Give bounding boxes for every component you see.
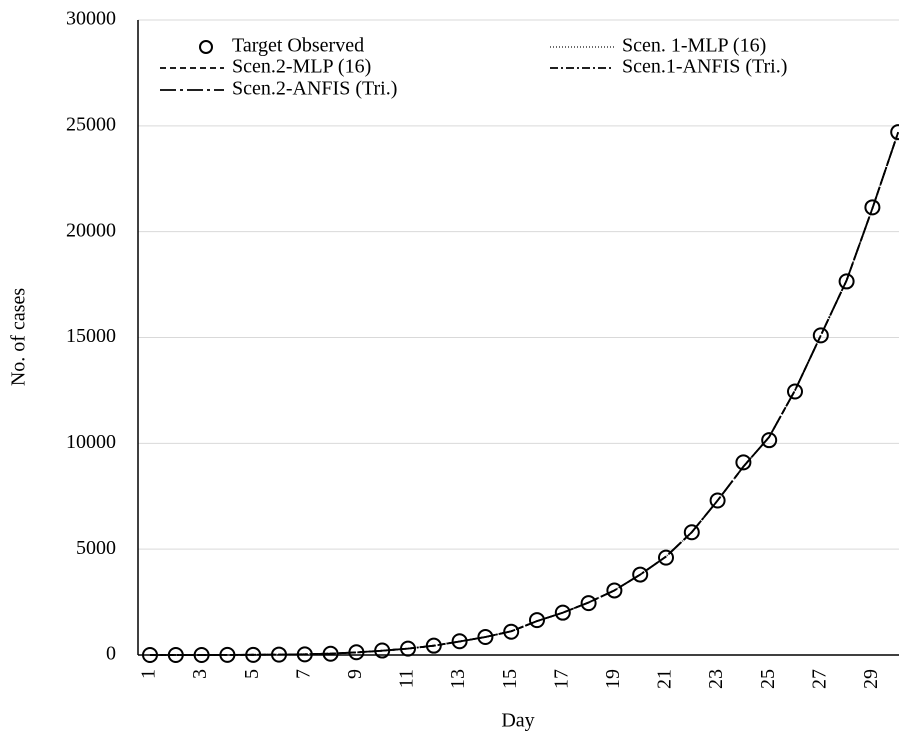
x-tick-label: 3 xyxy=(189,669,211,679)
x-tick-label: 21 xyxy=(654,669,676,689)
data-point xyxy=(580,595,597,612)
x-axis-title: Day xyxy=(501,710,534,732)
x-tick-label: 23 xyxy=(705,669,727,689)
data-point xyxy=(838,273,855,290)
data-point xyxy=(735,454,752,471)
x-tick-label: 25 xyxy=(757,669,779,689)
y-tick-label: 5000 xyxy=(76,537,116,559)
data-point xyxy=(864,199,881,216)
legend-symbol xyxy=(199,40,213,54)
x-tick-label: 9 xyxy=(344,669,366,679)
x-tick-label: 11 xyxy=(396,669,418,688)
x-tick-label: 17 xyxy=(550,669,572,689)
data-point xyxy=(477,629,494,646)
series-line xyxy=(150,131,899,656)
y-axis-title: No. of cases xyxy=(8,288,30,387)
legend-label: Scen.1-ANFIS (Tri.) xyxy=(622,56,787,78)
data-point xyxy=(761,432,778,449)
data-point xyxy=(812,327,829,344)
series-line xyxy=(150,131,899,656)
data-point xyxy=(451,633,468,650)
x-tick-label: 29 xyxy=(860,669,882,689)
x-tick-label: 7 xyxy=(292,669,314,679)
x-tick-label: 15 xyxy=(499,669,521,689)
x-tick-label: 19 xyxy=(602,669,624,689)
series-line xyxy=(150,131,899,656)
data-point xyxy=(503,623,520,640)
legend-label: Target Observed xyxy=(232,35,364,57)
y-tick-label: 0 xyxy=(106,643,116,665)
legend-label: Scen.2-MLP (16) xyxy=(232,56,371,78)
data-point xyxy=(554,604,571,621)
legend-label: Scen. 1-MLP (16) xyxy=(622,35,766,57)
x-tick-label: 27 xyxy=(808,669,830,689)
y-tick-label: 20000 xyxy=(66,219,116,241)
x-tick-label: 5 xyxy=(241,669,263,679)
data-point xyxy=(709,492,726,509)
data-point xyxy=(632,566,649,583)
data-point xyxy=(787,383,803,400)
data-point xyxy=(529,612,545,629)
data-point xyxy=(683,524,700,541)
y-tick-label: 30000 xyxy=(66,8,116,30)
legend-label: Scen.2-ANFIS (Tri.) xyxy=(232,78,397,100)
x-tick-label: 13 xyxy=(447,669,469,689)
data-point xyxy=(658,549,674,566)
y-tick-label: 15000 xyxy=(66,325,116,347)
y-tick-label: 25000 xyxy=(66,113,116,135)
data-point xyxy=(606,582,623,599)
y-tick-label: 10000 xyxy=(66,431,116,453)
data-point xyxy=(890,124,899,141)
x-tick-label: 1 xyxy=(138,669,160,679)
series-line xyxy=(150,131,899,656)
